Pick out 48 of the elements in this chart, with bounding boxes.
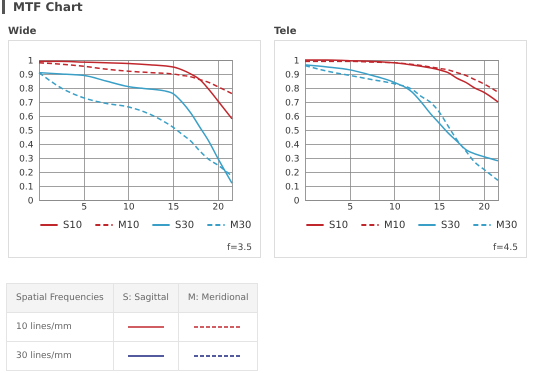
text: Spatial Frequencies bbox=[6, 284, 114, 312]
y-tick-label: 0.7 bbox=[285, 98, 300, 108]
y-tick-label: 1 bbox=[28, 56, 34, 66]
y-tick-label: 0.1 bbox=[285, 182, 300, 192]
legend-label: M10 bbox=[118, 220, 140, 231]
x-tick-label: 15 bbox=[168, 202, 180, 212]
x-tick-label: 20 bbox=[212, 202, 224, 212]
y-tick-label: 0.3 bbox=[285, 154, 300, 164]
x-tick-label: 15 bbox=[434, 202, 446, 212]
x-tick-label: 20 bbox=[478, 202, 490, 212]
y-tick-label: 1 bbox=[294, 56, 300, 66]
legend-label: S30 bbox=[441, 220, 460, 231]
y-tick-label: 0.7 bbox=[19, 98, 34, 108]
y-tick-label: 0.9 bbox=[19, 70, 34, 80]
y-tick-label: 0.9 bbox=[285, 70, 300, 80]
legend-label: M30 bbox=[230, 220, 252, 231]
legend-label: M30 bbox=[496, 220, 518, 231]
text: 30 lines/mm bbox=[6, 342, 114, 370]
y-tick-label: 0.4 bbox=[19, 140, 34, 150]
y-tick-label: 0.8 bbox=[285, 84, 300, 94]
x-tick-label: 10 bbox=[123, 202, 135, 212]
y-tick-label: 0.6 bbox=[285, 112, 300, 122]
y-tick-label: 0.2 bbox=[285, 168, 300, 178]
y-tick-label: 0.6 bbox=[19, 112, 34, 122]
y-tick-label: 0.3 bbox=[19, 154, 34, 164]
text: M: Meridional bbox=[178, 284, 258, 312]
legend-label: S30 bbox=[175, 220, 194, 231]
y-tick-label: 0.1 bbox=[19, 182, 34, 192]
text: 10 lines/mm bbox=[6, 312, 114, 342]
y-tick-label: 0 bbox=[294, 196, 300, 206]
y-tick-label: 0.5 bbox=[19, 126, 34, 136]
y-tick-label: 0 bbox=[28, 196, 34, 206]
y-tick-label: 0.5 bbox=[285, 126, 300, 136]
legend-label: S10 bbox=[329, 220, 348, 231]
y-tick-label: 0.8 bbox=[19, 84, 34, 94]
y-tick-label: 0.4 bbox=[285, 140, 300, 150]
legend-label: M10 bbox=[384, 220, 406, 231]
x-tick-label: 5 bbox=[81, 202, 88, 212]
y-tick-label: 0.2 bbox=[19, 168, 34, 178]
chart-title: Tele bbox=[274, 26, 296, 37]
chart-title: MTF Chart bbox=[2, 0, 83, 14]
x-tick-label: 5 bbox=[347, 202, 354, 212]
legend-label: S10 bbox=[63, 220, 82, 231]
text: f=4.5 bbox=[492, 243, 518, 253]
text: S: Sagittal bbox=[113, 284, 178, 312]
text: f=3.5 bbox=[226, 243, 252, 253]
x-tick-label: 10 bbox=[389, 202, 401, 212]
chart-subtitle: Wide bbox=[8, 26, 36, 37]
